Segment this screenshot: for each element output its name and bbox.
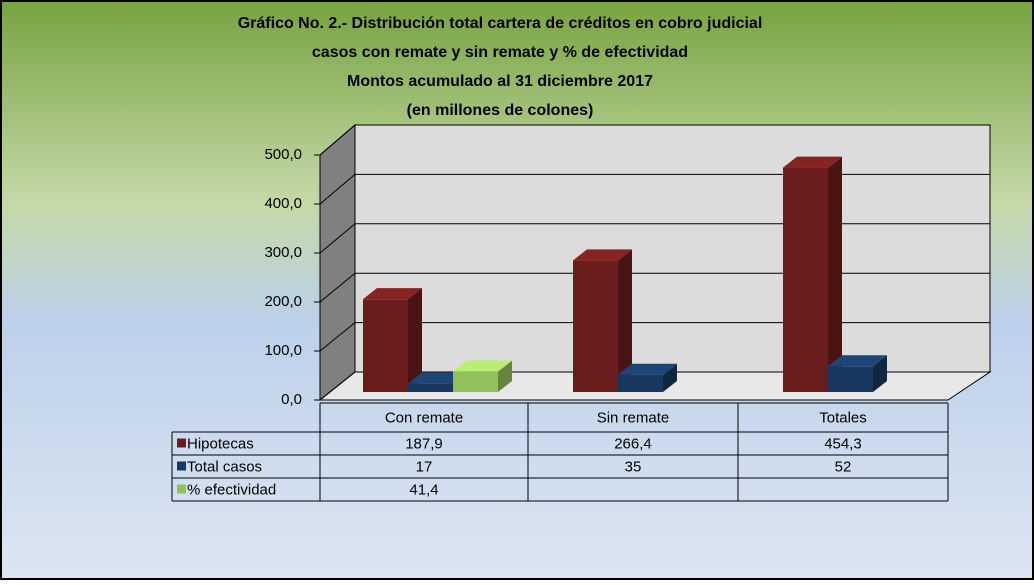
bar	[408, 383, 453, 392]
category-label: Sin remate	[597, 409, 670, 426]
legend-swatch	[177, 438, 186, 448]
legend-label: Hipotecas	[187, 435, 254, 452]
grid-line	[319, 124, 356, 156]
title-line: Montos acumulado al 31 diciembre 2017	[347, 73, 653, 90]
bar-top	[828, 355, 887, 367]
bar	[363, 299, 408, 392]
bar-side	[873, 355, 887, 392]
bar	[783, 167, 828, 392]
title-line: (en millones de colones)	[407, 102, 594, 119]
bar-side	[663, 363, 677, 392]
y-tick-label: 400,0	[264, 195, 302, 212]
bar-top	[618, 363, 677, 375]
title-line: Gráfico No. 2.- Distribución total carte…	[238, 15, 763, 32]
side-wall	[319, 123, 356, 402]
bar-side	[828, 156, 842, 392]
bar-side	[618, 249, 632, 392]
legend-swatch	[177, 461, 186, 471]
table-value: 41,4	[409, 481, 438, 498]
y-tick-label: 0,0	[281, 391, 302, 408]
bar-side	[408, 288, 422, 392]
table-value: 454,3	[824, 435, 862, 452]
bar	[828, 366, 873, 392]
bar-top	[783, 156, 842, 168]
table-value: 17	[416, 458, 433, 475]
grid-line	[319, 272, 356, 303]
table-value: 52	[835, 458, 852, 475]
table-value: 187,9	[405, 435, 443, 452]
y-tick-label: 300,0	[264, 244, 302, 261]
y-tick-label: 100,0	[264, 342, 302, 359]
bar	[453, 371, 498, 392]
grid-line	[319, 322, 356, 352]
bar-top	[453, 360, 512, 372]
table-value: 35	[625, 458, 642, 475]
bar-side	[498, 360, 512, 392]
legend-label: Total casos	[187, 458, 262, 475]
title-line: casos con remate y sin remate y % de efe…	[312, 44, 688, 61]
legend-label: % efectividad	[187, 481, 276, 498]
grid-line	[319, 223, 356, 254]
bar	[573, 260, 618, 392]
bar	[618, 374, 663, 392]
back-wall	[354, 124, 991, 373]
bar-top	[408, 372, 467, 384]
category-label: Totales	[819, 409, 867, 426]
legend-swatch	[177, 484, 186, 494]
table-value: 266,4	[614, 435, 652, 452]
bar-top	[573, 249, 632, 261]
grid-line	[319, 371, 356, 401]
bar-top	[363, 288, 422, 300]
y-tick-label: 500,0	[264, 146, 302, 163]
category-label: Con remate	[385, 409, 463, 426]
y-tick-label: 200,0	[264, 293, 302, 310]
grid-line	[319, 174, 356, 205]
